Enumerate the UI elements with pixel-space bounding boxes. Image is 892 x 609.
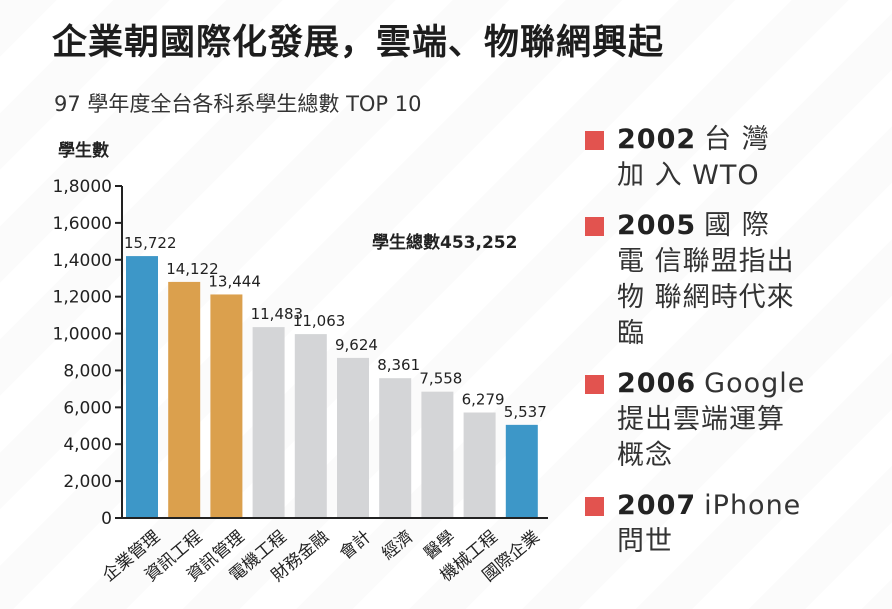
bar: [168, 281, 201, 518]
legend-swatch: [585, 375, 604, 394]
legend-text: 國 際 電 信聯盟指出物 聯網時代來臨: [617, 210, 795, 349]
legend-swatch: [585, 217, 604, 236]
chart-annotation: 學生總數453,252: [372, 232, 517, 253]
y-tick-label: 1,6000: [53, 214, 112, 234]
bar-value-label: 14,122: [166, 260, 219, 278]
legend-year: 2002: [617, 124, 697, 155]
y-tick-label: 4,000: [63, 435, 112, 455]
y-tick-label: 1,0000: [53, 325, 112, 345]
y-tick-label: 0: [101, 509, 112, 529]
bar-value-label: 6,279: [462, 390, 505, 408]
bar: [252, 327, 285, 518]
legend-swatch: [585, 131, 604, 150]
bar: [126, 256, 158, 518]
y-tick-label: 8,000: [63, 361, 112, 381]
bar: [337, 357, 369, 518]
y-tick-label: 6,000: [63, 398, 112, 418]
bar-value-label: 11,483: [251, 305, 304, 323]
page-title: 企業朝國際化發展，雲端、物聯網興起: [52, 23, 665, 63]
bar: [379, 378, 412, 518]
bar: [421, 391, 454, 518]
legend-year: 2007: [617, 490, 697, 521]
legend-item-2007: 2007 iPhone 問世: [585, 488, 805, 560]
bar: [505, 424, 538, 518]
legend-item-2002: 2002 台 灣 加 入 WTO: [585, 122, 805, 194]
bar-chart: 學生數 0 2,000 4,000 6,000 8,000 1,0000 1,2000 1,40…: [53, 140, 548, 586]
timeline-legend: 2002 台 灣 加 入 WTO 2005 國 際 電 信聯盟指出物 聯網時代來臨 …: [585, 122, 805, 574]
x-tick-label: 經濟: [378, 527, 417, 564]
bar-value-label: 7,558: [419, 370, 462, 388]
legend-text: Google 提出雲端運算 概念: [617, 368, 806, 471]
bar-value-label: 5,537: [504, 403, 547, 421]
y-tick-label: 1,4000: [53, 251, 112, 271]
bar-value-label: 13,444: [208, 272, 261, 290]
legend-year: 2006: [617, 368, 697, 399]
x-tick-label: 會計: [336, 527, 375, 564]
y-tick-label: 1,8000: [53, 177, 112, 197]
bar: [210, 294, 243, 518]
bar-value-label: 9,624: [335, 336, 378, 354]
bar-value-label: 11,063: [293, 312, 346, 330]
legend-text: iPhone 問世: [617, 490, 802, 557]
y-axis-label: 學生數: [58, 140, 109, 161]
legend-item-2005: 2005 國 際 電 信聯盟指出物 聯網時代來臨: [585, 208, 805, 352]
bar: [294, 334, 327, 518]
chart-subtitle: 97 學年度全台各科系學生總數 TOP 10: [54, 92, 422, 116]
y-tick-label: 1,2000: [53, 288, 112, 308]
legend-year: 2005: [617, 210, 697, 241]
bar-value-label: 8,361: [377, 356, 420, 374]
legend-item-2006: 2006 Google 提出雲端運算 概念: [585, 366, 805, 474]
bar-value-label: 15,722: [124, 234, 177, 252]
legend-swatch: [585, 497, 604, 516]
bar: [463, 412, 496, 518]
legend-text: 台 灣 加 入 WTO: [617, 124, 770, 191]
y-tick-label: 2,000: [63, 472, 112, 492]
